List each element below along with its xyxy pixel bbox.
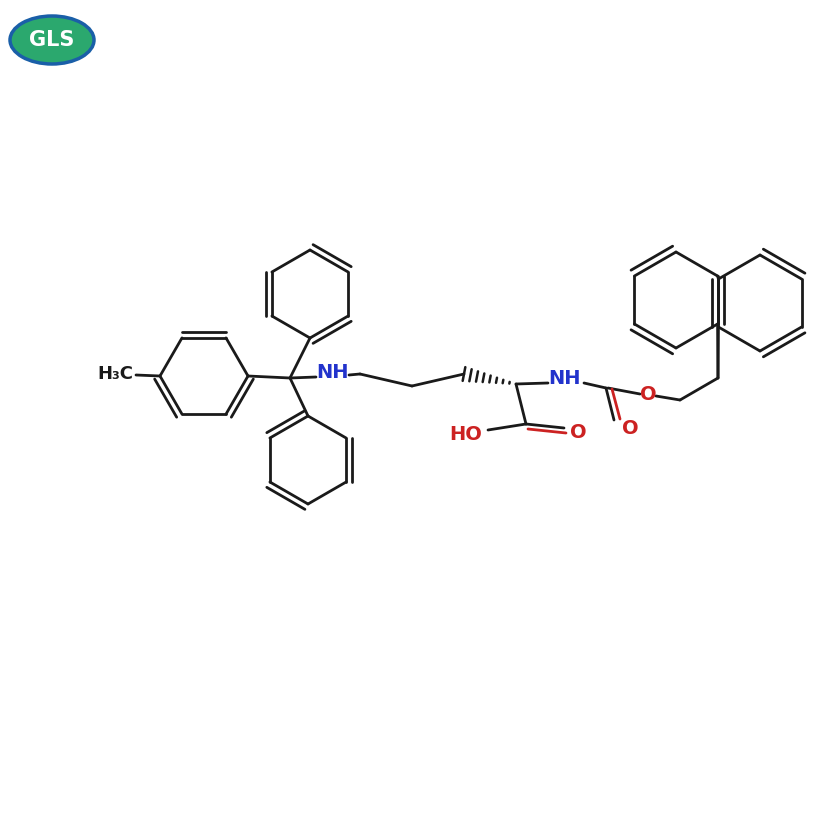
Text: H₃C: H₃C: [97, 365, 133, 383]
Text: O: O: [640, 386, 656, 405]
Ellipse shape: [10, 16, 94, 64]
Text: O: O: [622, 418, 638, 438]
Text: NH: NH: [316, 363, 349, 381]
Text: GLS: GLS: [29, 30, 75, 50]
Text: O: O: [570, 423, 586, 443]
Text: HO: HO: [449, 424, 482, 444]
Text: NH: NH: [548, 370, 580, 388]
